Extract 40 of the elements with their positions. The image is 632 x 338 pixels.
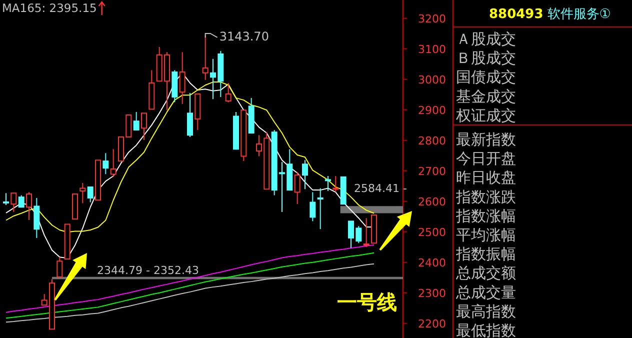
y-tick-label: 2400 (418, 256, 446, 270)
text: 指数振幅 (455, 245, 516, 264)
y-tick-label: 3000 (418, 73, 446, 86)
text: 指数涨幅 (455, 206, 516, 225)
text: 最高指数 (456, 302, 516, 320)
candlestick (110, 148, 116, 178)
text: 软件服务① (547, 7, 611, 22)
text: 880493 (489, 7, 544, 22)
text: 最低指数 (456, 322, 516, 338)
y-tick-label: 2200 (418, 317, 446, 330)
text: 权证成交 (455, 106, 516, 124)
text: 指数涨跌 (455, 188, 516, 206)
candlestick (102, 152, 109, 175)
text: 昨日收盘 (456, 168, 516, 187)
text: Ｂ股成交 (456, 49, 516, 68)
chart-title: MA165: 2395.15 (2, 1, 97, 15)
candlestick (202, 34, 208, 80)
annotation: 3143.70 (219, 29, 269, 44)
y-tick-label: 3100 (418, 42, 446, 56)
y-tick-label: 2500 (418, 226, 446, 239)
y-tick-label: 2800 (418, 134, 446, 148)
text: 最新指数 (456, 130, 516, 148)
y-tick-label: 2900 (418, 104, 446, 117)
text: 平均涨幅 (456, 226, 516, 244)
text: 总成交额 (455, 264, 516, 282)
text: 国债成交 (456, 68, 516, 86)
annotation: 一号线 (337, 290, 397, 314)
y-tick-label: 2700 (418, 164, 446, 178)
y-tick-label: 2300 (418, 286, 446, 300)
y-tick-label: 3200 (418, 12, 446, 26)
band-label: 2344.79 - 2352.43 (97, 264, 199, 277)
text: Ａ股成交 (456, 30, 516, 48)
candlestick (179, 52, 186, 105)
candlestick (317, 188, 324, 230)
y-tick-label: 2600 (418, 195, 446, 208)
text: 基金成交 (456, 87, 516, 106)
text: 今日开盘 (456, 150, 516, 168)
band-label: 2584.41 - (354, 182, 407, 196)
text: 总成交量 (455, 283, 516, 302)
candlestick (34, 197, 40, 238)
